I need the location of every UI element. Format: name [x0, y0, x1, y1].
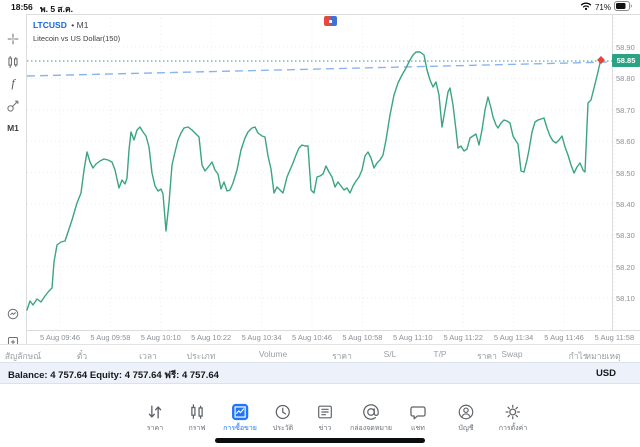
quick-chart-circle-icon[interactable]: [6, 307, 20, 321]
crosshair-icon[interactable]: [6, 32, 20, 46]
battery-icon: [614, 0, 633, 16]
time-axis-label: 5 Aug 11:22: [443, 333, 483, 342]
time-axis-label: 5 Aug 10:22: [191, 333, 232, 342]
nav-item-label: ข่าว: [318, 425, 332, 432]
positions-col-1: สัญลักษณ์: [4, 351, 42, 361]
chart-canvas[interactable]: f M1 LTCUSD • M1 Litecoin vs US Dollar(1…: [0, 0, 640, 348]
time-axis-label: 5 Aug 11:34: [493, 333, 534, 342]
trade-chart-icon: [231, 403, 249, 421]
positions-col-11: กำไร: [568, 351, 588, 361]
nav-item-5[interactable]: ข่าว: [316, 403, 334, 434]
nav-item-label: การซื้อขาย: [223, 425, 257, 432]
account-currency: USD: [595, 367, 616, 379]
time-axis-label: 5 Aug 11:10: [393, 333, 433, 342]
positions-header-row: สัญลักษณ์ ตั๋ว เวลา ประเภท Volume ราคา S/L T/P ร…: [0, 344, 640, 362]
timeframe-button[interactable]: M1: [7, 123, 19, 133]
nav-item-1[interactable]: ราคา: [146, 403, 164, 434]
account-person-icon: [457, 403, 475, 421]
chat-bubble-icon: [409, 403, 427, 421]
nav-item-label: กล่องจดหมาย: [349, 425, 393, 432]
bottom-nav: ราคา กราฟ การซื้อขาย ประวัติ ข่าว กล่องจดหมาย…: [0, 401, 640, 437]
positions-col-12: หมายเหตุ: [585, 351, 621, 361]
price-axis-label: 58.30: [616, 231, 635, 241]
positions-col-7: S/L: [383, 349, 397, 359]
symbol-description: Litecoin vs US Dollar(150): [33, 34, 121, 43]
wifi-icon: [580, 0, 592, 16]
indicators-candles-icon[interactable]: [6, 55, 20, 69]
history-clock-icon: [274, 403, 292, 421]
flag-icon[interactable]: [324, 16, 337, 26]
price-axis-label: 58.50: [616, 168, 635, 178]
nav-item-label: ประวัติ: [272, 425, 294, 432]
price-axis-label: 58.80: [616, 74, 635, 84]
objects-icon[interactable]: [6, 99, 20, 113]
price-axis-label: 58.90: [616, 43, 635, 52]
price-axis-label: 58.60: [616, 137, 635, 147]
symbol-label[interactable]: LTCUSD: [33, 20, 67, 30]
trend-dashed-line: [26, 61, 612, 77]
status-time: 18:56: [11, 2, 33, 12]
time-axis-label: 5 Aug 10:10: [140, 333, 181, 342]
news-icon: [316, 403, 334, 421]
status-bar: 18:56 พ. 5 ส.ค. 71%: [0, 0, 640, 14]
positions-col-6: ราคา: [332, 351, 352, 361]
time-axis-label: 5 Aug 10:34: [241, 333, 282, 342]
nav-item-8[interactable]: บัญชี: [457, 403, 475, 434]
nav-item-label: การตั้งค่า: [498, 425, 528, 432]
time-axis-label: 5 Aug 11:46: [544, 333, 584, 342]
current-price-tag: 58.85: [612, 54, 640, 67]
price-chart-svg: [26, 14, 640, 344]
nav-item-3[interactable]: การซื้อขาย: [223, 403, 257, 434]
time-axis-label: 5 Aug 11:58: [594, 333, 635, 342]
time-axis-label: 5 Aug 10:46: [291, 333, 333, 342]
price-line-series: [26, 51, 602, 311]
positions-col-4: ประเภท: [186, 351, 216, 361]
nav-item-label: แชท: [411, 425, 425, 432]
status-date: พ. 5 ส.ค.: [40, 4, 74, 14]
nav-item-label: ราคา: [146, 425, 164, 432]
battery-percent: 71%: [594, 2, 611, 12]
price-axis-label: 58.40: [616, 199, 635, 209]
status-right-cluster: 71%: [580, 1, 633, 13]
positions-col-8: T/P: [433, 349, 447, 359]
candlestick-icon: [188, 403, 206, 421]
settings-gear-icon: [504, 403, 522, 421]
positions-col-3: เวลา: [139, 351, 157, 361]
account-summary: Balance: 4 757.64 Equity: 4 757.64 ฟรี: …: [8, 369, 219, 381]
positions-col-5: Volume: [258, 349, 288, 359]
chart-left-toolbar: f M1: [0, 14, 26, 348]
account-bar: Balance: 4 757.64 Equity: 4 757.64 ฟรี: …: [0, 362, 640, 384]
timeframe-label: • M1: [71, 20, 89, 30]
price-axis-label: 58.10: [616, 294, 635, 303]
nav-item-6[interactable]: กล่องจดหมาย: [350, 403, 392, 434]
price-axis-label: 58.20: [616, 262, 635, 272]
positions-col-2: ตั๋ว: [76, 351, 88, 361]
nav-item-label: บัญชี: [458, 425, 474, 432]
nav-item-4[interactable]: ประวัติ: [273, 403, 293, 434]
time-axis-label: 5 Aug 09:58: [90, 333, 131, 342]
positions-col-10: Swap: [501, 349, 523, 359]
positions-col-9: ราคา: [477, 351, 497, 361]
price-axis-label: 58.70: [616, 105, 635, 115]
functions-icon[interactable]: f: [11, 76, 15, 90]
home-indicator[interactable]: [215, 438, 425, 443]
nav-item-9[interactable]: การตั้งค่า: [498, 403, 528, 434]
time-axis-label: 5 Aug 09:46: [39, 333, 81, 342]
time-axis-label: 5 Aug 10:58: [342, 333, 383, 342]
chart-header: LTCUSD • M1 Litecoin vs US Dollar(150): [33, 16, 120, 43]
mailbox-at-icon: [362, 403, 380, 421]
nav-item-7[interactable]: แชท: [409, 403, 427, 434]
nav-item-label: กราฟ: [188, 425, 206, 432]
nav-item-2[interactable]: กราฟ: [188, 403, 206, 434]
arrows-updown-icon: [146, 403, 164, 421]
